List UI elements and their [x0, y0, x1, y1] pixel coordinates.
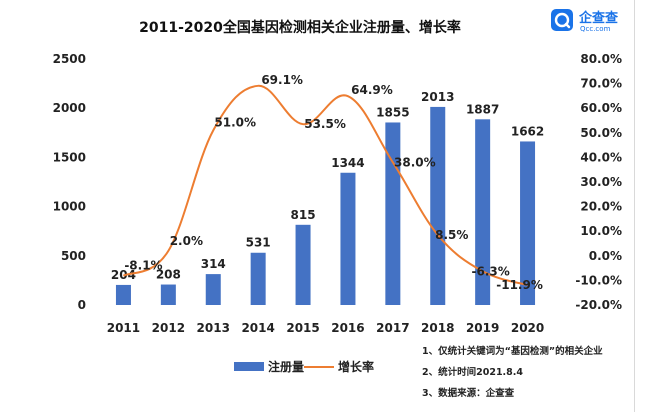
bar-data-label: 2013	[421, 90, 454, 104]
x-tick-label: 2019	[466, 321, 499, 335]
right-tick-label: -20.0%	[575, 298, 622, 312]
line-series	[122, 84, 528, 287]
x-axis: 2011 2012 2013 2014 2015 2016 2017 2018 2019 2020	[107, 321, 545, 335]
bar	[205, 274, 221, 305]
growth-line	[122, 84, 528, 287]
x-tick-label: 2015	[286, 321, 319, 335]
left-tick-label: 2500	[53, 52, 86, 66]
right-tick-label: 80.0%	[580, 52, 622, 66]
x-tick-label: 2014	[241, 321, 274, 335]
line-data-label: 38.0%	[394, 155, 436, 169]
line-data-label: 69.1%	[261, 73, 303, 87]
line-data-label: 64.9%	[351, 83, 393, 97]
bar-data-label: 531	[246, 236, 271, 250]
bar-data-label: 1887	[466, 102, 499, 116]
legend-label-line: 增长率	[338, 359, 374, 374]
bar-series	[115, 106, 536, 305]
footnotes: 1、仅统计关键词为“基因检测”的相关企业 2、统计时间2021.8.4 3、数据…	[422, 345, 603, 399]
bar-data-label: 1662	[511, 124, 544, 138]
bar	[340, 172, 356, 305]
left-y-axis: 0 500 1000 1500 2000 2500	[53, 52, 86, 312]
x-tick-label: 2016	[331, 321, 364, 335]
bar	[475, 119, 491, 305]
bar	[250, 252, 266, 305]
right-y-axis: -20.0% -10.0% 0.0% 10.0% 20.0% 30.0% 40.0% 50.0…	[575, 52, 622, 312]
x-tick-label: 2012	[152, 321, 185, 335]
bar-data-label: 208	[156, 268, 181, 282]
right-tick-label: 0.0%	[589, 249, 622, 263]
x-tick-label: 2020	[511, 321, 544, 335]
magnifier-handle	[564, 22, 571, 29]
bar	[385, 122, 401, 305]
footnote-3: 3、数据来源：企查查	[422, 387, 515, 399]
brand-logo: 企查查 Qcc.com	[551, 9, 619, 33]
left-tick-label: 0	[78, 298, 86, 312]
brand-name: 企查查	[578, 10, 619, 26]
x-tick-label: 2013	[197, 321, 230, 335]
left-tick-label: 500	[61, 249, 86, 263]
bar	[160, 284, 176, 305]
right-tick-label: 10.0%	[580, 224, 622, 238]
bar-data-label: 1344	[331, 156, 364, 170]
line-data-label: 2.0%	[170, 234, 203, 248]
right-tick-label: 30.0%	[580, 175, 622, 189]
footnote-2: 2、统计时间2021.8.4	[422, 366, 523, 378]
bar	[295, 224, 311, 305]
line-data-label: 51.0%	[214, 115, 256, 129]
line-data-label: -11.9%	[496, 278, 543, 292]
brand-domain: Qcc.com	[580, 25, 611, 33]
bar-data-label: 815	[291, 208, 316, 222]
bar	[115, 284, 131, 305]
left-tick-label: 1500	[53, 150, 86, 164]
magnifier-icon	[554, 12, 570, 28]
line-data-label: -6.3%	[472, 264, 510, 278]
footnote-1: 1、仅统计关键词为“基因检测”的相关企业	[422, 345, 603, 357]
line-data-label: 8.5%	[435, 228, 468, 242]
chart-title: 2011-2020全国基因检测相关企业注册量、增长率	[139, 19, 461, 36]
legend-label-bar: 注册量	[268, 359, 304, 374]
legend-swatch-bar	[234, 362, 264, 371]
bar	[430, 106, 446, 305]
right-tick-label: 60.0%	[580, 101, 622, 115]
left-tick-label: 1000	[53, 200, 86, 214]
line-data-labels: -8.1% 2.0% 51.0% 69.1% 53.5% 64.9% 38.0% 8.5% -6…	[124, 73, 543, 292]
x-tick-label: 2017	[376, 321, 409, 335]
line-data-label: 53.5%	[304, 117, 346, 131]
bar-data-label: 1855	[376, 105, 409, 119]
right-tick-label: 50.0%	[580, 126, 622, 140]
x-tick-label: 2018	[421, 321, 454, 335]
right-tick-label: 70.0%	[580, 77, 622, 91]
left-tick-label: 2000	[53, 101, 86, 115]
bar	[520, 141, 536, 305]
frame-border	[634, 0, 635, 412]
right-tick-label: 20.0%	[580, 200, 622, 214]
x-tick-label: 2011	[107, 321, 140, 335]
line-data-label: -8.1%	[124, 259, 162, 273]
legend: 注册量 增长率	[234, 359, 374, 374]
right-tick-label: 40.0%	[580, 150, 622, 164]
right-tick-label: -10.0%	[575, 273, 622, 287]
bar-data-label: 314	[201, 257, 226, 271]
